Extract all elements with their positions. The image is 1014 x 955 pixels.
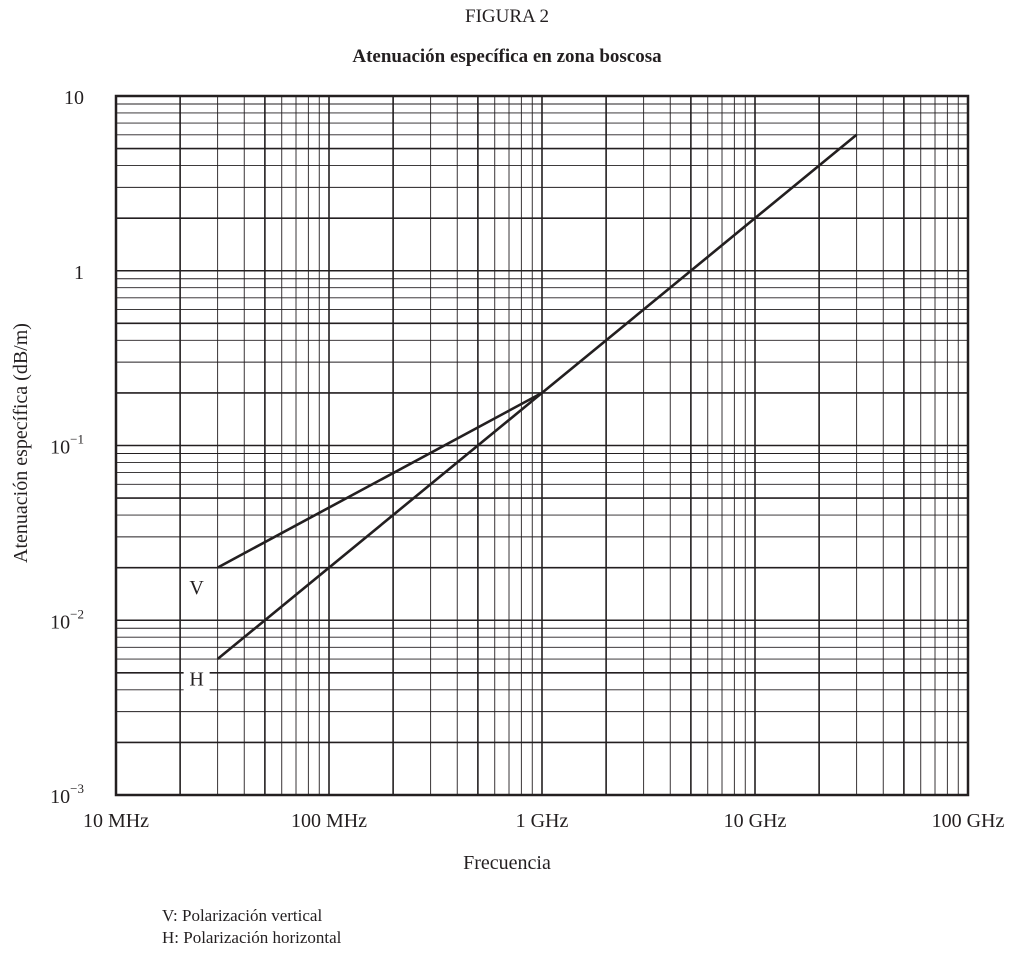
x-tick-label: 10 MHz: [83, 810, 149, 832]
series-label-v: V: [189, 577, 204, 599]
series-line-v: [216, 391, 543, 569]
series-label-h: H: [189, 669, 203, 691]
legend: V: Polarización vertical H: Polarización…: [162, 905, 341, 949]
figure-label: FIGURA 2: [465, 6, 549, 27]
series-label-bg: [183, 668, 210, 695]
x-tick-label: 100 GHz: [932, 810, 1005, 832]
series-line-h: [216, 133, 858, 661]
y-tick-label: 10−1: [50, 432, 84, 459]
series-label-bg: [183, 576, 210, 603]
x-axis-label: Frecuencia: [463, 852, 551, 874]
legend-item-h: H: Polarización horizontal: [162, 928, 342, 947]
x-tick-label: 1 GHz: [516, 810, 569, 832]
y-axis-label: Atenuación específica (dB/m): [10, 323, 32, 563]
x-tick-label: 100 MHz: [291, 810, 367, 832]
y-tick-label: 10−2: [50, 606, 84, 633]
x-tick-label: 10 GHz: [724, 810, 787, 832]
plot-frame: [114, 94, 970, 797]
legend-item-v: V: Polarización vertical: [162, 906, 323, 925]
chart-title: Atenuación específica en zona boscosa: [352, 46, 662, 67]
y-tick-label: 1: [74, 262, 84, 284]
y-tick-label: 10: [64, 87, 84, 109]
y-tick-label: 10−3: [50, 781, 84, 808]
